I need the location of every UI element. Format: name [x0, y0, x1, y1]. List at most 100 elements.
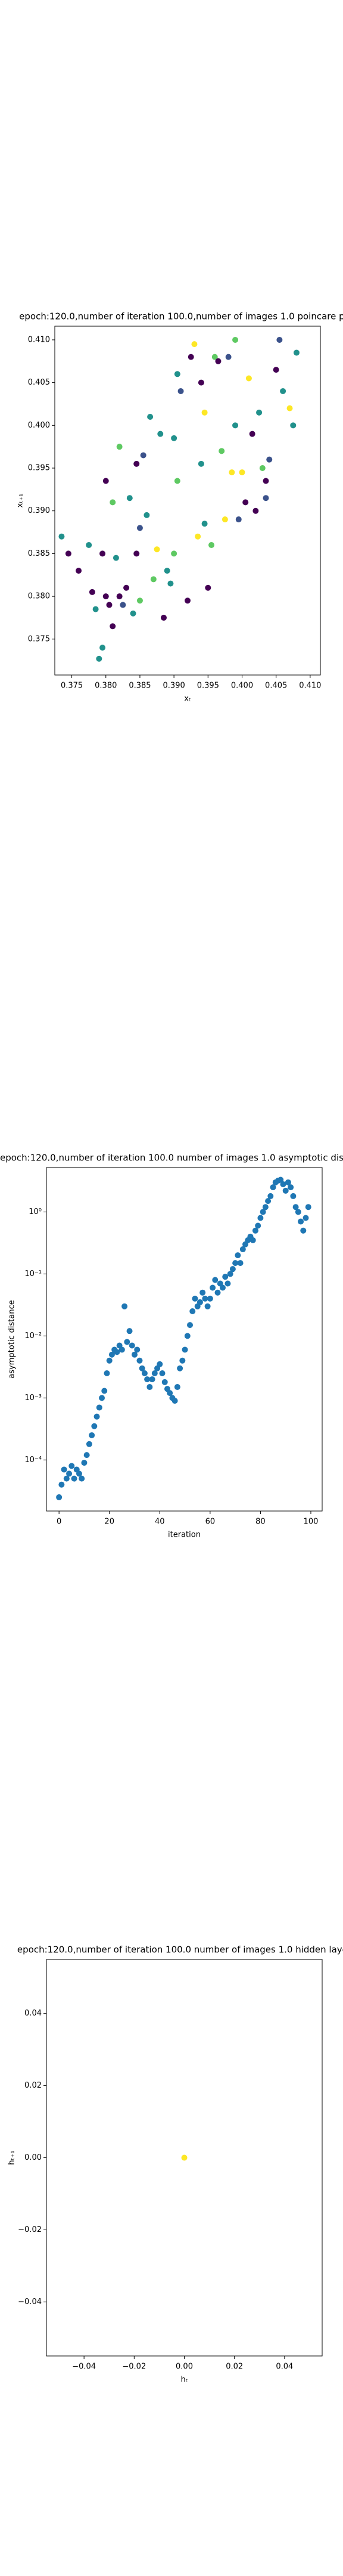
- point: [229, 469, 235, 476]
- point: [300, 1227, 307, 1234]
- point: [136, 597, 143, 604]
- point: [139, 1365, 145, 1371]
- point: [58, 533, 65, 540]
- axes-frame: [54, 326, 321, 676]
- point: [239, 1246, 246, 1253]
- point: [141, 1370, 148, 1376]
- y-tick-label: 0.390: [28, 506, 50, 515]
- point: [65, 550, 71, 557]
- point: [222, 1274, 229, 1280]
- point: [263, 495, 269, 501]
- y-axis-label: xₜ₊₁: [16, 494, 25, 508]
- point: [76, 1470, 82, 1477]
- point: [149, 1376, 155, 1383]
- point: [61, 1466, 67, 1473]
- point: [167, 1390, 173, 1397]
- point: [239, 469, 245, 476]
- point: [257, 1215, 264, 1221]
- x-tick-label: 20: [104, 1518, 114, 1527]
- point: [198, 379, 204, 386]
- point: [267, 1193, 274, 1199]
- point: [63, 1475, 70, 1482]
- y-tick-label: 0.410: [28, 335, 50, 344]
- point: [235, 1252, 241, 1259]
- x-tick-label: 60: [205, 1518, 216, 1527]
- point: [222, 516, 228, 523]
- point: [161, 1379, 168, 1385]
- point: [188, 354, 194, 360]
- point: [136, 525, 143, 531]
- point: [171, 435, 177, 441]
- y-tick-label: 0.02: [24, 2081, 42, 2090]
- y-tick-label: 10⁻⁴: [24, 1456, 42, 1465]
- point: [89, 1432, 95, 1438]
- point: [181, 2154, 188, 2161]
- point: [144, 512, 150, 518]
- x-tick-label: 100: [304, 1518, 319, 1527]
- point: [58, 1481, 65, 1488]
- point: [232, 336, 239, 343]
- point: [83, 1452, 90, 1459]
- y-tick-label: 0.380: [28, 592, 50, 601]
- point: [116, 444, 123, 450]
- point: [201, 521, 208, 527]
- point: [131, 1351, 138, 1358]
- y-tick-label: 10⁰: [29, 1208, 42, 1216]
- point: [124, 1339, 130, 1345]
- point: [202, 1295, 208, 1302]
- y-axis-label: hₜ₊₁: [8, 2150, 17, 2165]
- point: [277, 1176, 284, 1183]
- y-tick-label: 0.375: [28, 634, 50, 643]
- point: [130, 610, 136, 617]
- point: [129, 1342, 135, 1349]
- point: [81, 1460, 88, 1466]
- point: [293, 349, 300, 356]
- point: [164, 568, 170, 574]
- x-axis-label: xₜ: [184, 695, 191, 704]
- point: [298, 1218, 304, 1225]
- point: [110, 499, 116, 506]
- x-tick-label: 0.02: [226, 2363, 243, 2371]
- point: [303, 1215, 309, 1221]
- point: [154, 546, 160, 553]
- point: [292, 1204, 299, 1210]
- point: [171, 550, 177, 557]
- point: [116, 593, 123, 600]
- point: [207, 1295, 213, 1302]
- x-axis-label: hₜ: [180, 2376, 188, 2385]
- point: [256, 409, 263, 416]
- y-tick-label: 0.00: [24, 2153, 42, 2162]
- point: [134, 1346, 141, 1353]
- point: [225, 354, 232, 360]
- point: [252, 1227, 258, 1234]
- point: [290, 1193, 297, 1199]
- point: [263, 478, 269, 484]
- point: [192, 1295, 198, 1302]
- point: [285, 1179, 291, 1185]
- point: [259, 465, 266, 472]
- x-tick-label: 0.00: [176, 2363, 193, 2371]
- point: [91, 1423, 98, 1429]
- point: [101, 1388, 108, 1394]
- point: [237, 1260, 244, 1267]
- point: [266, 456, 273, 463]
- point: [157, 431, 164, 437]
- point: [290, 422, 297, 429]
- point: [106, 602, 113, 608]
- chart-title: epoch:120.0,number of iteration 100.0,nu…: [19, 311, 343, 322]
- point: [245, 375, 252, 382]
- point: [232, 422, 239, 429]
- point: [179, 1357, 186, 1364]
- point: [174, 371, 180, 377]
- point: [126, 1328, 133, 1335]
- point: [177, 1365, 183, 1371]
- y-tick-label: 0.400: [28, 421, 50, 430]
- point: [146, 1384, 153, 1391]
- point: [99, 645, 106, 651]
- point: [56, 1494, 63, 1500]
- y-tick-label: 10⁻³: [24, 1394, 42, 1402]
- point: [174, 478, 180, 484]
- point: [86, 542, 92, 549]
- point: [280, 388, 286, 394]
